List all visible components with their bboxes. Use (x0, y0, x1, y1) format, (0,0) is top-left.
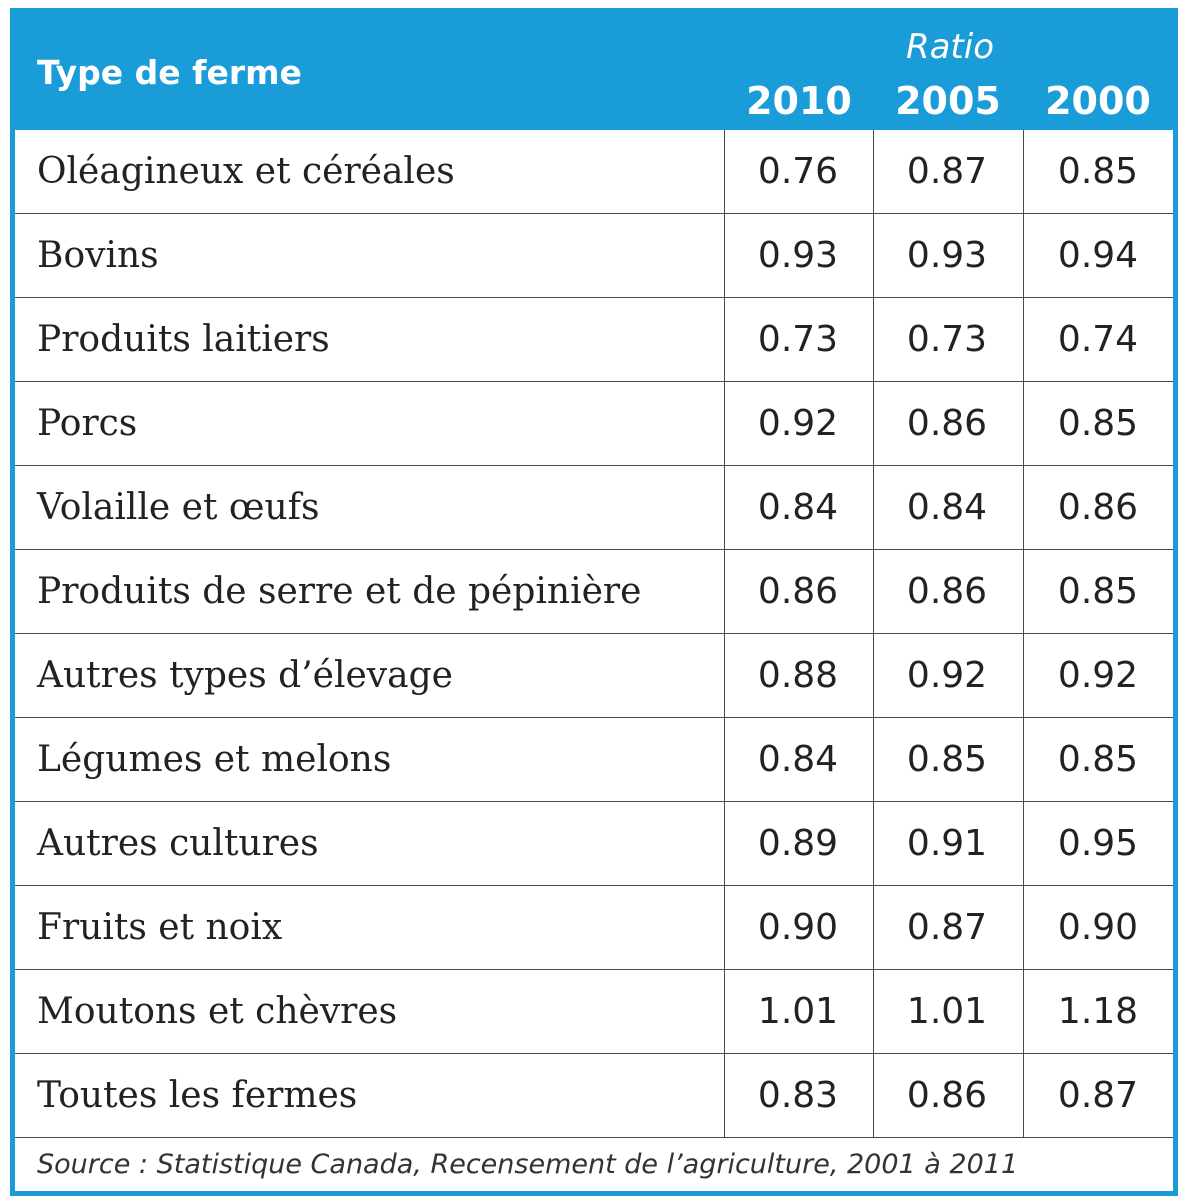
ratio-2000-cell: 0.85 (1057, 403, 1139, 444)
ratio-2010-cell: 0.83 (757, 1075, 839, 1116)
farm-type-cell: Porcs (37, 403, 138, 444)
farm-type-cell: Légumes et melons (37, 739, 392, 780)
ratio-2000-cell: 0.74 (1057, 319, 1139, 360)
ratio-2010-cell: 0.88 (757, 655, 839, 696)
farm-type-cell: Oléagineux et céréales (37, 151, 455, 192)
ratio-2005-cell: 0.92 (906, 655, 988, 696)
ratio-2010-cell: 0.89 (757, 823, 839, 864)
ratio-2010-cell: 0.90 (757, 907, 839, 948)
farm-type-cell: Moutons et chèvres (37, 991, 398, 1032)
table-row: Bovins 0.93 0.93 0.94 (15, 214, 1173, 298)
column-header-year-2005: 2005 (895, 79, 1001, 123)
farm-type-cell: Autres cultures (37, 823, 319, 864)
ratio-2000-cell: 0.85 (1057, 739, 1139, 780)
ratio-2000-cell: 0.90 (1057, 907, 1139, 948)
ratio-2005-cell: 0.86 (906, 1075, 988, 1116)
farm-type-cell: Produits laitiers (37, 319, 330, 360)
ratio-2010-cell: 1.01 (757, 991, 839, 1032)
table-row: Produits de serre et de pépinière 0.86 0… (15, 550, 1173, 634)
ratio-2010-cell: 0.93 (757, 235, 839, 276)
ratio-2005-cell: 0.91 (906, 823, 988, 864)
ratio-2005-cell: 0.87 (906, 151, 988, 192)
ratio-2005-cell: 0.86 (906, 403, 988, 444)
table-frame: Type de ferme Ratio 2010 2005 2000 Oléag… (10, 8, 1178, 1196)
column-divider (1023, 130, 1024, 1138)
ratio-2005-cell: 0.85 (906, 739, 988, 780)
ratio-2010-cell: 0.84 (757, 739, 839, 780)
ratio-2000-cell: 0.94 (1057, 235, 1139, 276)
ratio-2010-cell: 0.86 (757, 571, 839, 612)
farm-type-cell: Toutes les fermes (37, 1075, 358, 1116)
column-header-type: Type de ferme (37, 53, 302, 92)
ratio-2010-cell: 0.76 (757, 151, 839, 192)
ratio-2000-cell: 1.18 (1057, 991, 1139, 1032)
data-table: Oléagineux et céréales 0.76 0.87 0.85 Bo… (15, 130, 1173, 1138)
column-header-year-2000: 2000 (1045, 79, 1151, 123)
ratio-2000-cell: 0.85 (1057, 571, 1139, 612)
ratio-2010-cell: 0.84 (757, 487, 839, 528)
column-divider (873, 130, 874, 1138)
farm-type-cell: Autres types d’élevage (37, 655, 453, 696)
table-header: Type de ferme Ratio 2010 2005 2000 (15, 13, 1173, 130)
ratio-2000-cell: 0.87 (1057, 1075, 1139, 1116)
table-row: Oléagineux et céréales 0.76 0.87 0.85 (15, 130, 1173, 214)
ratio-2005-cell: 0.93 (906, 235, 988, 276)
table-row: Porcs 0.92 0.86 0.85 (15, 382, 1173, 466)
source-note: Source : Statistique Canada, Recensement… (37, 1149, 1019, 1180)
farm-type-cell: Produits de serre et de pépinière (37, 571, 642, 612)
ratio-2010-cell: 0.73 (757, 319, 839, 360)
farm-type-cell: Bovins (37, 235, 159, 276)
ratio-2005-cell: 1.01 (906, 991, 988, 1032)
table-row: Légumes et melons 0.84 0.85 0.85 (15, 718, 1173, 802)
ratio-2005-cell: 0.84 (906, 487, 988, 528)
table-row: Autres cultures 0.89 0.91 0.95 (15, 802, 1173, 886)
ratio-2005-cell: 0.73 (906, 319, 988, 360)
ratio-2010-cell: 0.92 (757, 403, 839, 444)
table-row: Volaille et œufs 0.84 0.84 0.86 (15, 466, 1173, 550)
ratio-2000-cell: 0.86 (1057, 487, 1139, 528)
farm-type-cell: Volaille et œufs (37, 487, 320, 528)
ratio-2000-cell: 0.95 (1057, 823, 1139, 864)
farm-type-cell: Fruits et noix (37, 907, 283, 948)
ratio-2000-cell: 0.92 (1057, 655, 1139, 696)
ratio-2000-cell: 0.85 (1057, 151, 1139, 192)
ratio-2005-cell: 0.87 (906, 907, 988, 948)
column-header-year-2010: 2010 (746, 79, 852, 123)
ratio-2005-cell: 0.86 (906, 571, 988, 612)
table-row: Moutons et chèvres 1.01 1.01 1.18 (15, 970, 1173, 1054)
table-row: Fruits et noix 0.90 0.87 0.90 (15, 886, 1173, 970)
table-row: Toutes les fermes 0.83 0.86 0.87 (15, 1054, 1173, 1138)
table-row: Autres types d’élevage 0.88 0.92 0.92 (15, 634, 1173, 718)
column-header-ratio: Ratio (905, 27, 995, 67)
table-row: Produits laitiers 0.73 0.73 0.74 (15, 298, 1173, 382)
column-divider (724, 130, 725, 1138)
